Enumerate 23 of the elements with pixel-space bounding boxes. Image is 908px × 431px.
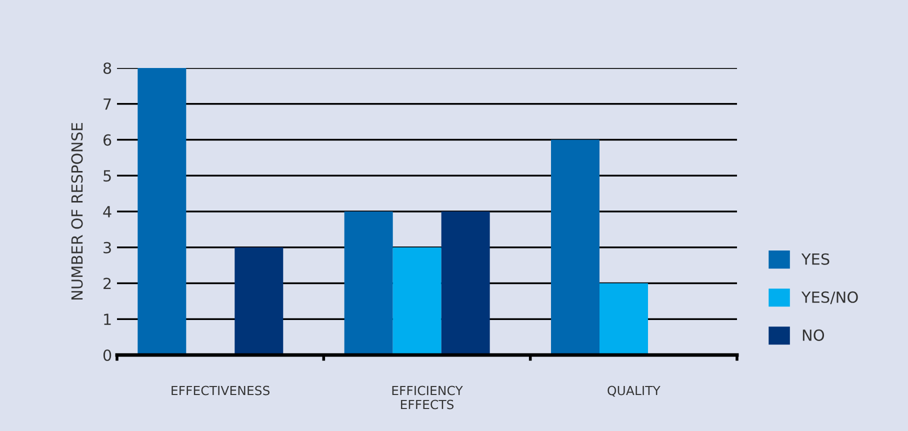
y-tick-label: 5 <box>104 170 111 182</box>
y-tick-label: 0 <box>103 349 112 362</box>
bar <box>441 212 490 355</box>
x-tick-label: QUALITY <box>608 386 660 397</box>
bar <box>551 140 600 355</box>
y-tick-label: 2 <box>104 278 111 290</box>
bar <box>392 247 442 355</box>
legend-label: NO <box>802 329 824 341</box>
y-tick-label: 7 <box>104 98 111 110</box>
bar <box>344 212 393 355</box>
y-tick-label: 4 <box>103 206 112 218</box>
legend-label: YES/NO <box>801 291 858 304</box>
y-tick-label: 1 <box>104 314 111 325</box>
bar <box>600 283 648 355</box>
bar <box>138 68 186 355</box>
y-tick-label: 6 <box>103 134 112 146</box>
y-axis-title: NUMBER OF RESPONSE <box>71 122 83 300</box>
y-tick-label: 8 <box>103 62 112 74</box>
x-tick-label: EFFECTIVENESS <box>172 386 270 396</box>
legend-label: YES <box>801 253 830 265</box>
x-tick-label: EFFICIENCY EFFECTS <box>392 386 463 410</box>
y-tick-label: 3 <box>104 242 111 254</box>
bar <box>234 247 284 355</box>
